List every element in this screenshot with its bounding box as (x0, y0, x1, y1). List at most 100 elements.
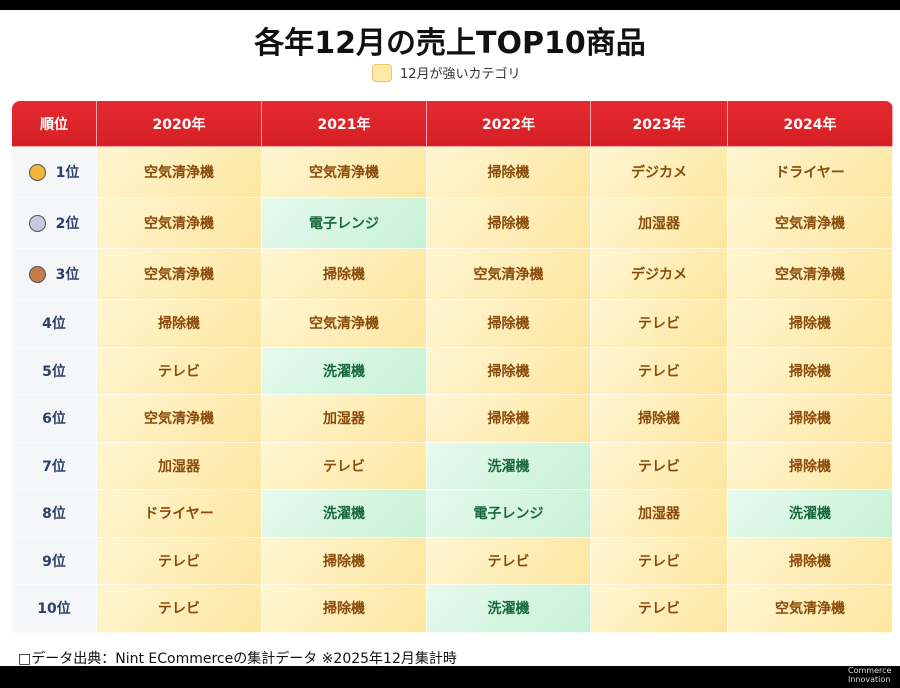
product-cell: テレビ (591, 442, 728, 490)
header-cell: 2020年 (97, 101, 262, 147)
table-row: 3位 空気清浄機 掃除機 空気清浄機 デジカメ 空気清浄機 (12, 249, 893, 300)
medal-icon (28, 163, 46, 181)
product-cell: 掃除機 (427, 147, 591, 198)
product-cell: 加湿器 (591, 490, 728, 538)
rank-cell: 10位 (12, 585, 97, 633)
rank-cell: 5位 (12, 347, 97, 395)
product-cell: ドライヤー (728, 147, 893, 198)
rank-label: 3位 (55, 267, 80, 283)
product-cell: テレビ (427, 537, 591, 585)
header-cell: 2022年 (427, 101, 591, 147)
product-cell: 洗濯機 (262, 347, 427, 395)
product-cell: 掃除機 (427, 347, 591, 395)
rank-label: 7位 (42, 458, 66, 475)
rank-cell: 1位 (12, 147, 97, 198)
legend-label: 12月が強いカテゴリ (400, 67, 521, 82)
product-cell: 空気清浄機 (728, 585, 893, 633)
logo-line: Innovation (848, 675, 891, 684)
table-row: 4位 掃除機 空気清浄機 掃除機 テレビ 掃除機 (12, 300, 893, 348)
product-cell: 空気清浄機 (97, 147, 262, 198)
table-row: 7位 加湿器 テレビ 洗濯機 テレビ 掃除機 (12, 442, 893, 490)
product-cell: 空気清浄機 (728, 249, 893, 300)
product-cell: 空気清浄機 (97, 198, 262, 249)
product-cell: 加湿器 (97, 442, 262, 490)
rank-cell: 4位 (12, 300, 97, 348)
product-cell: テレビ (97, 347, 262, 395)
table: 順位 2020年 2021年 2022年 2023年 2024年 1位 空気清浄機 空気清浄機掃… (12, 101, 893, 633)
header-cell: 順位 (12, 101, 97, 147)
header-cell: 2023年 (591, 101, 728, 147)
product-cell: テレビ (262, 442, 427, 490)
product-cell: テレビ (97, 585, 262, 633)
product-cell: 空気清浄機 (728, 198, 893, 249)
product-cell: 掃除機 (262, 585, 427, 633)
product-cell: 洗濯機 (728, 490, 893, 538)
rank-label: 10位 (37, 601, 71, 618)
product-cell: テレビ (591, 585, 728, 633)
product-cell: 掃除機 (427, 300, 591, 348)
product-cell: 掃除機 (728, 395, 893, 443)
header-cell: 2024年 (728, 101, 893, 147)
rank-label: 5位 (42, 363, 66, 380)
product-cell: 掃除機 (97, 300, 262, 348)
medal-icon (28, 214, 46, 232)
product-cell: ドライヤー (97, 490, 262, 538)
product-cell: 掃除機 (728, 537, 893, 585)
product-cell: テレビ (97, 537, 262, 585)
rank-label: 4位 (42, 316, 66, 333)
rank-cell: 8位 (12, 490, 97, 538)
product-cell: 電子レンジ (427, 490, 591, 538)
product-cell: 掃除機 (262, 537, 427, 585)
rank-label: 2位 (55, 216, 80, 232)
table-row: 6位 空気清浄機 加湿器 掃除機 掃除機 掃除機 (12, 395, 893, 443)
product-cell: 空気清浄機 (262, 147, 427, 198)
product-cell: デジカメ (591, 249, 728, 300)
header-cell: 2021年 (262, 101, 427, 147)
rank-cell: 6位 (12, 395, 97, 443)
product-cell: テレビ (591, 347, 728, 395)
table-row: 5位 テレビ 洗濯機 掃除機 テレビ 掃除機 (12, 347, 893, 395)
product-cell: 掃除機 (427, 395, 591, 443)
product-cell: 空気清浄機 (97, 249, 262, 300)
product-cell: 空気清浄機 (262, 300, 427, 348)
rank-label: 6位 (42, 411, 66, 428)
product-cell: 掃除機 (427, 198, 591, 249)
logo: Commerce Innovation (848, 666, 891, 684)
legend: 12月が強いカテゴリ (372, 63, 521, 82)
footer: □データ出典：Nint ECommerceの集計データ ※2025年12月集計時 (18, 651, 457, 667)
product-cell: 洗濯機 (427, 442, 591, 490)
product-cell: 電子レンジ (262, 198, 427, 249)
table-row: 9位 テレビ 掃除機 テレビ テレビ 掃除機 (12, 537, 893, 585)
medal-icon (28, 265, 46, 283)
rank-label: 8位 (42, 506, 66, 523)
product-cell: 掃除機 (728, 442, 893, 490)
table-row: 10位 テレビ 掃除機 洗濯機 テレビ 空気清浄機 (12, 585, 893, 633)
rank-label: 9位 (42, 553, 66, 570)
table-row: 8位 ドライヤー 洗濯機 電子レンジ 加湿器 洗濯機 (12, 490, 893, 538)
rank-label: 1位 (55, 165, 80, 181)
product-cell: テレビ (591, 537, 728, 585)
product-cell: 空気清浄機 (427, 249, 591, 300)
product-cell: 掃除機 (591, 395, 728, 443)
rank-cell: 2位 (12, 198, 97, 249)
product-cell: デジカメ (591, 147, 728, 198)
legend-swatch (372, 63, 392, 82)
product-cell: 空気清浄機 (97, 395, 262, 443)
rank-cell: 7位 (12, 442, 97, 490)
table-row: 2位 空気清浄機 電子レンジ 掃除機 加湿器 空気清浄機 (12, 198, 893, 249)
product-cell: 洗濯機 (427, 585, 591, 633)
product-cell: 掃除機 (262, 249, 427, 300)
logo-line: Commerce (848, 666, 892, 675)
product-cell: 加湿器 (591, 198, 728, 249)
rank-cell: 9位 (12, 537, 97, 585)
product-cell: 加湿器 (262, 395, 427, 443)
rank-cell: 3位 (12, 249, 97, 300)
product-cell: 洗濯機 (262, 490, 427, 538)
product-cell: 掃除機 (728, 347, 893, 395)
title: 各年12月の売上TOP10商品 (254, 26, 646, 61)
product-cell: テレビ (591, 300, 728, 348)
table-row: 1位 空気清浄機 空気清浄機 掃除機 デジカメ ドライヤー (12, 147, 893, 198)
product-cell: 掃除機 (728, 300, 893, 348)
corner (872, 0, 900, 12)
